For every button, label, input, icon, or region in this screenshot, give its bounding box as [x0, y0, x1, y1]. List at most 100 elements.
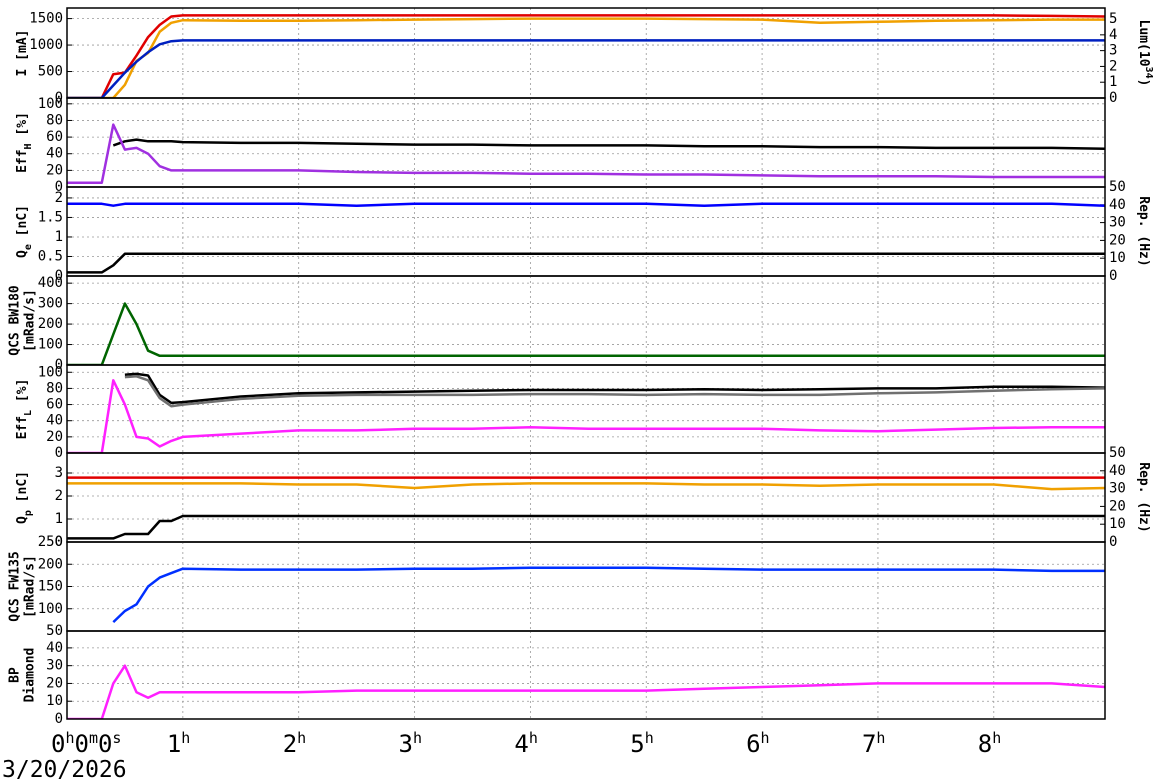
y-tick-label: 100: [38, 601, 63, 617]
y-axis-label-part: H: [23, 143, 34, 149]
y2-tick-label: 30: [1109, 481, 1126, 497]
y-tick-label: 2: [55, 190, 63, 206]
y-tick-label: 0: [55, 711, 63, 727]
y-tick-label: 0: [55, 268, 63, 284]
y2-tick-label: 1: [1109, 74, 1117, 90]
y-axis-label-part: [nC]: [15, 205, 30, 244]
y-axis-label-part: Q: [15, 516, 30, 524]
y-tick-label: 500: [38, 64, 63, 80]
y2-tick-label: 30: [1109, 215, 1126, 231]
y-tick-label: 40: [46, 413, 63, 429]
x-tick-part: h: [645, 729, 654, 747]
x-tick-label: 3h: [399, 729, 422, 758]
y2-axis-label: Rep. (Hz): [1137, 196, 1152, 266]
x-tick-part: 7: [862, 730, 876, 758]
y2-axis-label: Rep. (Hz): [1137, 462, 1152, 532]
panel-frame: [66, 630, 1106, 720]
y-axis-label: [mRad/s]: [22, 555, 37, 618]
x-tick-label: 2h: [283, 729, 306, 758]
series-line: [67, 482, 1105, 491]
series-line: [67, 17, 1105, 98]
y-tick-label: 20: [46, 675, 63, 691]
y-tick-label: 1: [55, 511, 63, 527]
y-tick-label: 10: [46, 693, 63, 709]
y2-tick-label: 0: [1109, 534, 1117, 550]
y-tick-label: 100: [38, 337, 63, 353]
series-line: [67, 379, 1105, 453]
series-line: [112, 138, 1105, 150]
y-axis-label-part: [nC]: [15, 471, 30, 510]
series-line: [67, 664, 1105, 719]
y-axis-label: [mRad/s]: [22, 289, 37, 352]
y2-tick-label: 40: [1109, 463, 1126, 479]
y-tick-label: 200: [38, 556, 63, 572]
series-line: [124, 375, 1105, 408]
x-tick-label: 6h: [746, 729, 769, 758]
y-axis-label-part: Q: [15, 250, 30, 258]
x-tick-part: 2: [283, 730, 297, 758]
series-line: [124, 372, 1105, 405]
y-tick-label: 0: [55, 445, 63, 461]
x-tick-part: 6: [746, 730, 760, 758]
y-tick-label: 1000: [29, 37, 63, 53]
y2-tick-label: 10: [1109, 516, 1126, 532]
x-tick-label: 7h: [862, 729, 885, 758]
y-axis-label-part: [%]: [15, 112, 30, 143]
y-tick-label: 1.5: [38, 209, 63, 225]
y-axis-label-part: e: [23, 244, 34, 250]
y2-axis-label-part: 34: [1144, 67, 1155, 79]
series-line: [67, 39, 1105, 98]
y-tick-label: 250: [38, 534, 63, 550]
x-tick-label: 5h: [630, 729, 653, 758]
date-label: 3/20/2026: [2, 757, 127, 782]
y-tick-label: 1500: [29, 11, 63, 27]
y-axis-label-part: L: [23, 410, 34, 416]
y-axis-label-part: Eff: [15, 149, 30, 172]
y2-tick-label: 10: [1109, 250, 1126, 266]
y-tick-label: 50: [46, 623, 63, 639]
y-axis-label: EffH [%]: [15, 112, 34, 173]
y-tick-label: 0: [55, 179, 63, 195]
series-line: [112, 566, 1105, 624]
y2-tick-label: 40: [1109, 197, 1126, 213]
y2-tick-label: 0: [1109, 90, 1117, 106]
series-line: [67, 514, 1105, 540]
x-tick-part: h: [992, 729, 1001, 747]
y-axis-label-part: Diamond: [22, 648, 37, 703]
y2-axis-label-part: Rep. (Hz): [1137, 196, 1152, 266]
y2-axis-label-part: ): [1137, 79, 1152, 87]
y-tick-label: 3: [55, 465, 63, 481]
x-tick-part: h: [297, 729, 306, 747]
series-line: [67, 123, 1105, 185]
y-axis-label: QCS FW135: [7, 551, 22, 621]
x-tick-part: m: [89, 729, 98, 747]
y2-tick-label: 50: [1109, 179, 1126, 195]
x-tick-part: h: [181, 729, 190, 747]
x-tick-part: h: [876, 729, 885, 747]
y-tick-label: 150: [38, 579, 63, 595]
x-tick-part: h: [761, 729, 770, 747]
y-tick-label: 30: [46, 658, 63, 674]
y-axis-label-part: [mRad/s]: [22, 289, 37, 352]
y-tick-label: 400: [38, 275, 63, 291]
y-axis-label: Qp [nC]: [15, 471, 34, 524]
y-axis-label: Qe [nC]: [15, 205, 34, 258]
y-tick-label: 100: [38, 96, 63, 112]
x-tick-part: 0: [98, 730, 112, 758]
y2-axis-label-part: Rep. (Hz): [1137, 462, 1152, 532]
x-tick-label: 1h: [167, 729, 190, 758]
x-tick-part: 0: [51, 730, 65, 758]
x-tick-part: h: [529, 729, 538, 747]
y-tick-label: 40: [46, 640, 63, 656]
y-tick-label: 0: [55, 357, 63, 373]
y-tick-label: 40: [46, 146, 63, 162]
y-axis-label-part: QCS BW180: [7, 285, 22, 356]
y-axis-label-part: I [mA]: [15, 30, 30, 77]
y2-tick-label: 20: [1109, 498, 1126, 514]
y-tick-label: 60: [46, 397, 63, 413]
y2-axis-label: Lum(1034): [1137, 20, 1155, 87]
x-tick-part: h: [413, 729, 422, 747]
y-tick-label: 0.5: [38, 248, 63, 264]
y2-tick-label: 20: [1109, 232, 1126, 248]
